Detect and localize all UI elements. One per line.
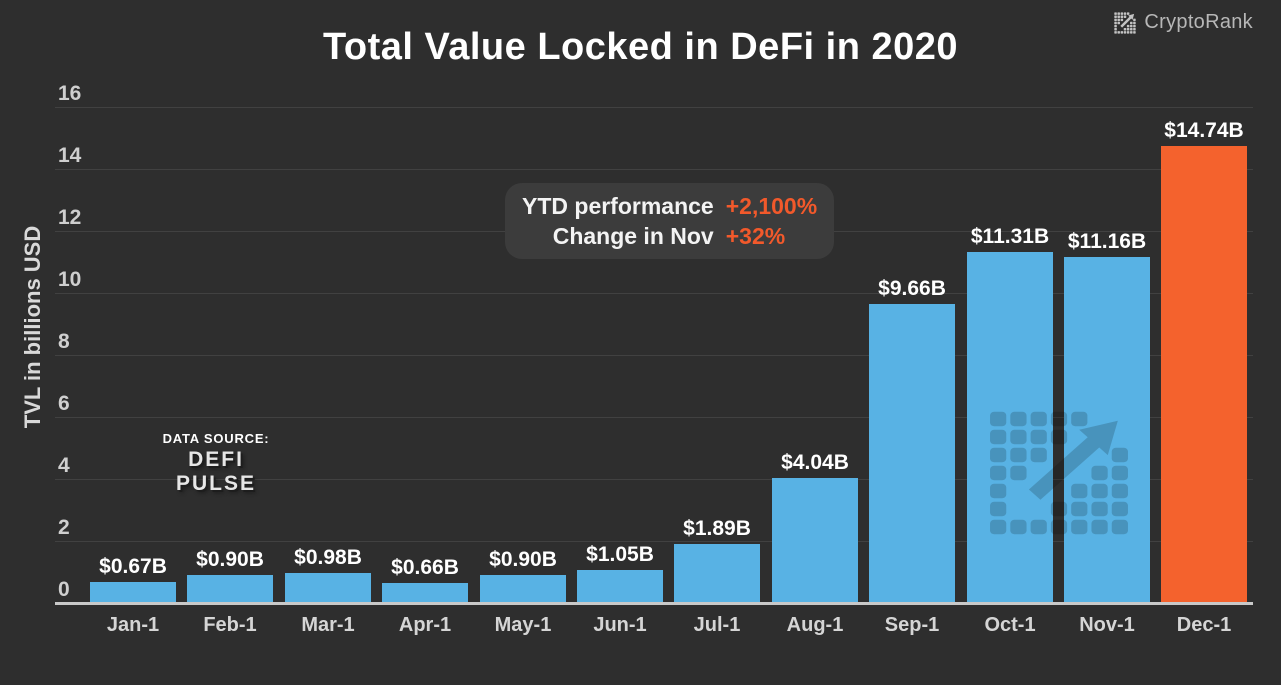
bar-value-label: $11.31B <box>970 225 1050 248</box>
y-axis-tick-label: 8 <box>58 330 70 353</box>
bar-jul-1 <box>674 544 760 603</box>
x-axis-label: Oct-1 <box>984 614 1036 636</box>
bar-value-label: $0.66B <box>391 556 459 579</box>
y-axis-title: TVL in billions USD <box>20 225 45 429</box>
performance-callout: YTD performance +2,100% Change in Nov +3… <box>505 183 835 259</box>
gridline <box>55 355 1253 356</box>
bar-value-label: $1.05B <box>586 543 654 566</box>
bar-apr-1 <box>382 583 468 603</box>
x-axis-label: Jan-1 <box>106 614 160 636</box>
cryptorank-watermark-icon <box>988 410 1130 536</box>
x-axis-label: Dec-1 <box>1176 614 1232 636</box>
y-axis-tick-label: 10 <box>58 268 82 291</box>
change-in-nov-value: +32% <box>725 223 786 249</box>
bar-jan-1 <box>90 582 176 603</box>
bar-value-label: $0.90B <box>196 548 264 571</box>
bar-value-label: $9.66B <box>878 277 946 300</box>
bar-jun-1 <box>577 570 663 603</box>
bar-may-1 <box>480 575 566 603</box>
bar-value-label: $11.16B <box>1067 230 1147 253</box>
ytd-performance-value: +2,100% <box>725 193 818 219</box>
y-axis-tick-label: 12 <box>58 206 82 229</box>
x-axis-label: Jul-1 <box>693 614 741 636</box>
y-axis-tick-label: 6 <box>58 392 70 415</box>
data-source-heading: DATA SOURCE: <box>162 431 270 446</box>
y-axis-tick-label: 16 <box>58 82 82 105</box>
x-axis-label: May-1 <box>494 614 552 636</box>
change-in-nov-label: Change in Nov <box>552 223 714 249</box>
x-axis-label: Aug-1 <box>786 614 844 636</box>
x-axis-label: Feb-1 <box>203 614 257 636</box>
bar-value-label: $1.89B <box>683 517 751 540</box>
x-axis-label: Nov-1 <box>1079 614 1135 636</box>
bar-value-label: $14.74B <box>1164 119 1244 142</box>
x-axis-label: Mar-1 <box>301 614 355 636</box>
bar-oct-1 <box>967 252 1053 603</box>
bar-dec-1 <box>1161 146 1247 603</box>
bar-aug-1 <box>772 478 858 603</box>
gridline <box>55 541 1253 542</box>
y-axis-tick-label: 14 <box>58 144 82 167</box>
y-axis-tick-label: 0 <box>58 578 70 601</box>
chart-title: Total Value Locked in DeFi in 2020 <box>322 26 959 68</box>
gridline <box>55 479 1253 480</box>
y-axis-tick-label: 2 <box>58 516 70 539</box>
gridline <box>55 417 1253 418</box>
bar-sep-1 <box>869 304 955 603</box>
cryptorank-grid-arrow-icon <box>1114 12 1136 34</box>
y-axis-tick-label: 4 <box>58 454 70 477</box>
bar-feb-1 <box>187 575 273 603</box>
data-source: DATA SOURCE: DEFI PULSE <box>148 431 284 496</box>
x-axis-label: Apr-1 <box>398 614 452 636</box>
bar-value-label: $4.04B <box>781 451 849 474</box>
bar-value-label: $0.98B <box>294 546 362 569</box>
bar-value-label: $0.67B <box>99 555 167 578</box>
gridline <box>55 293 1253 294</box>
cryptorank-logo[interactable]: CryptoRank <box>1114 11 1253 34</box>
x-axis-baseline <box>55 602 1253 605</box>
gridline <box>55 107 1253 108</box>
bar-value-label: $0.90B <box>489 548 557 571</box>
defi-pulse-logo-text: DEFI PULSE <box>175 448 256 495</box>
ytd-performance-label: YTD performance <box>522 193 714 219</box>
x-axis-label: Jun-1 <box>593 614 647 636</box>
x-axis-label: Sep-1 <box>884 614 940 636</box>
gridline <box>55 169 1253 170</box>
bar-mar-1 <box>285 573 371 603</box>
cryptorank-logo-text: CryptoRank <box>1144 11 1253 33</box>
